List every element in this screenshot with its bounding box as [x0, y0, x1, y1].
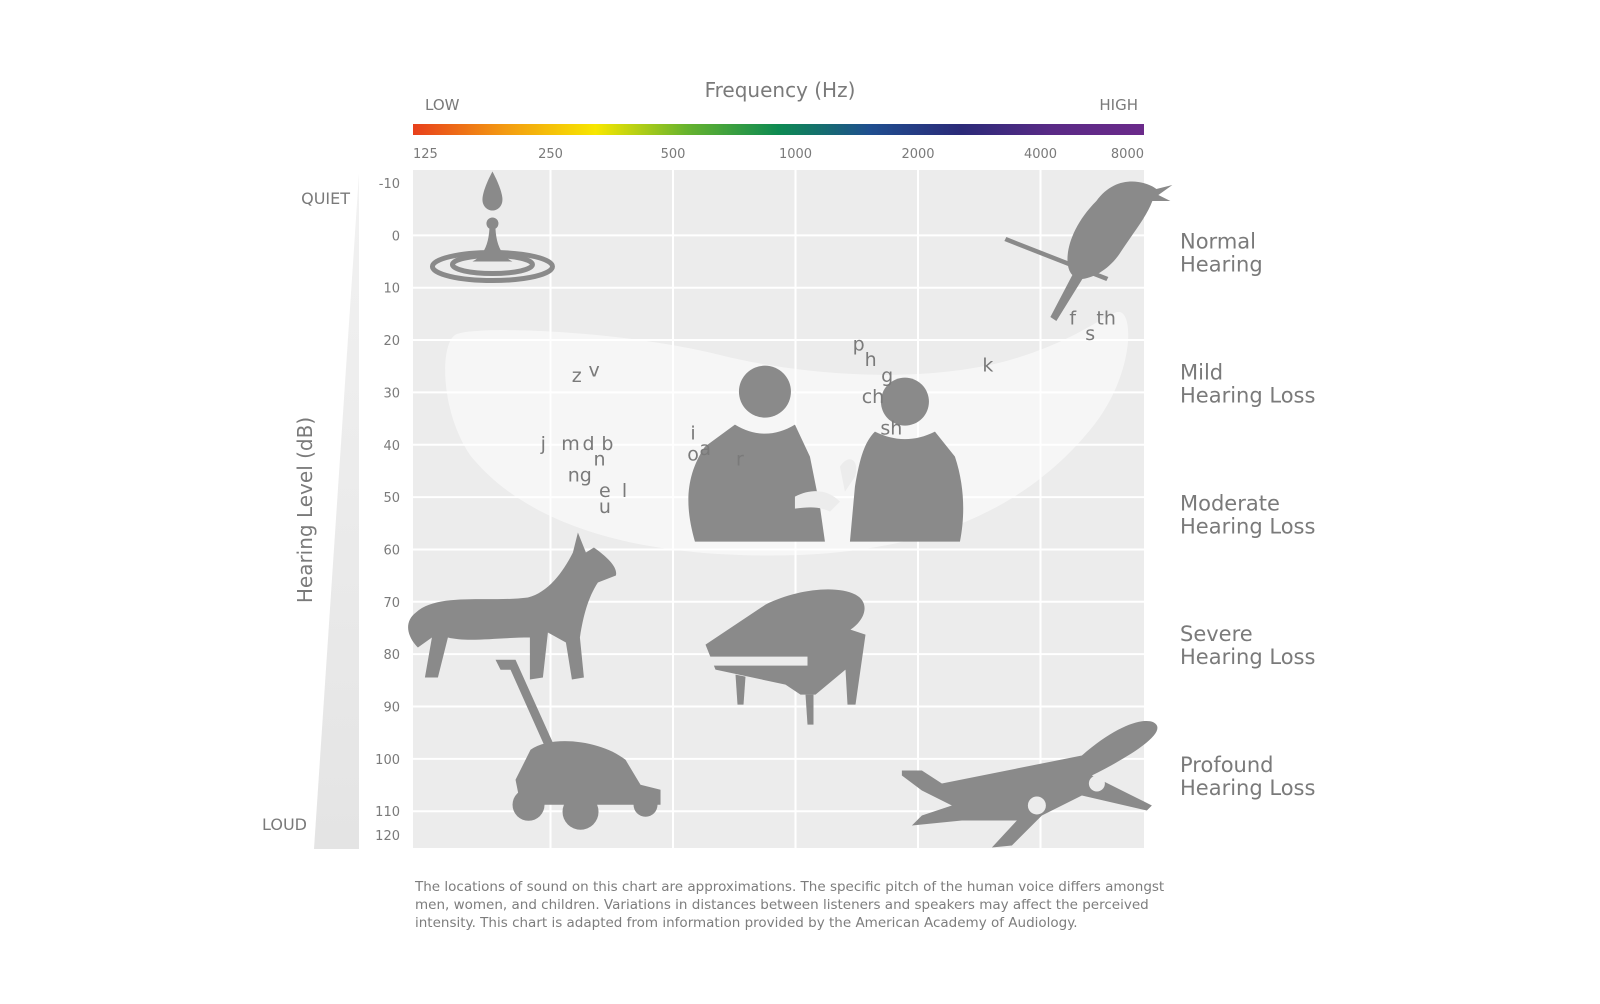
speech-sound-label: a [699, 438, 711, 460]
y-tick-label: 100 [375, 753, 400, 768]
speech-sound-label: e [599, 480, 611, 502]
y-tick-label: 90 [383, 701, 400, 716]
y-tick-label: 40 [383, 439, 400, 454]
x-tick-label: 8000 [1111, 147, 1144, 162]
speech-sound-label: i [690, 423, 695, 445]
speech-sound-label: ng [568, 464, 592, 486]
dripping-faucet-icon [429, 171, 555, 284]
speech-sound-label: b [601, 433, 613, 455]
y-axis-label: Hearing Level (dB) [293, 417, 317, 603]
speech-sound-label: f [1069, 307, 1077, 329]
x-tick-labels: 125 250 500 1000 2000 4000 8000 [413, 147, 1144, 162]
speech-sound-label: d [582, 433, 594, 455]
speech-sound-label: l [622, 480, 627, 502]
airplane-icon [901, 720, 1158, 848]
y-tick-labels: -10 0 10 20 30 40 50 60 70 80 90 100 110 120 [375, 177, 400, 844]
level-quiet-label: QUIET [301, 189, 350, 208]
y-tick-label: 60 [383, 543, 400, 558]
speech-sound-label: j [540, 433, 546, 455]
hearing-region-label: Moderate Hearing Loss [1180, 491, 1315, 538]
sound-icons [408, 171, 1173, 848]
speech-sound-label: u [599, 496, 611, 518]
y-tick-label: 80 [383, 648, 400, 663]
hearing-region-label: Mild Hearing Loss [1180, 360, 1315, 407]
y-tick-label: 20 [383, 334, 400, 349]
speech-sound-label: o [687, 443, 699, 465]
speech-sound-label: s [1085, 323, 1095, 345]
freq-high-label: HIGH [1099, 96, 1138, 114]
talking-couple-icon [688, 365, 964, 542]
speech-sound-label: sh [880, 417, 902, 439]
hearing-region-labels: Normal Hearing Mild Hearing Loss Moderate Hea… [1180, 230, 1315, 801]
speech-sound-label: h [865, 349, 877, 371]
speech-sound-label: p [853, 334, 865, 356]
y-tick-label: 70 [383, 596, 400, 611]
barking-dog-icon [408, 532, 617, 680]
hearing-region-label: Normal Hearing [1180, 230, 1263, 277]
footnote: The locations of sound on this chart are… [415, 879, 1165, 931]
y-tick-label: 110 [375, 805, 400, 820]
speech-sound-label: th [1096, 307, 1116, 329]
bird-chirping-icon [1004, 181, 1173, 322]
x-tick-label: 500 [661, 147, 686, 162]
y-tick-label: -10 [379, 177, 400, 192]
speech-sound-label: m [561, 433, 580, 455]
frequency-spectrum-bar [413, 124, 1144, 135]
speech-sound-label: n [594, 449, 606, 471]
x-tick-label: 2000 [901, 147, 934, 162]
speech-sound-label: g [881, 365, 893, 387]
y-tick-label: 50 [383, 491, 400, 506]
piano-icon [705, 589, 866, 725]
x-tick-label: 1000 [779, 147, 812, 162]
speech-sound-label: z [572, 365, 582, 387]
level-loud-label: LOUD [262, 815, 307, 834]
lawn-mower-icon [495, 659, 661, 830]
y-tick-label: 30 [383, 386, 400, 401]
hearing-region-label: Profound Hearing Loss [1180, 753, 1315, 800]
speech-sound-label: r [736, 449, 744, 471]
y-tick-label: 10 [383, 282, 400, 297]
speech-sound-label: v [589, 360, 600, 382]
y-tick-label: 0 [392, 229, 400, 244]
x-tick-label: 250 [538, 147, 563, 162]
speech-sound-label: k [982, 354, 993, 376]
loudness-wedge [314, 173, 359, 849]
speech-sound-label: ch [862, 386, 885, 408]
freq-low-label: LOW [425, 96, 460, 114]
hearing-region-label: Severe Hearing Loss [1180, 622, 1315, 669]
x-tick-label: 125 [413, 147, 438, 162]
chart-title: Frequency (Hz) [705, 78, 856, 102]
x-tick-label: 4000 [1024, 147, 1057, 162]
y-tick-label: 120 [375, 829, 400, 844]
